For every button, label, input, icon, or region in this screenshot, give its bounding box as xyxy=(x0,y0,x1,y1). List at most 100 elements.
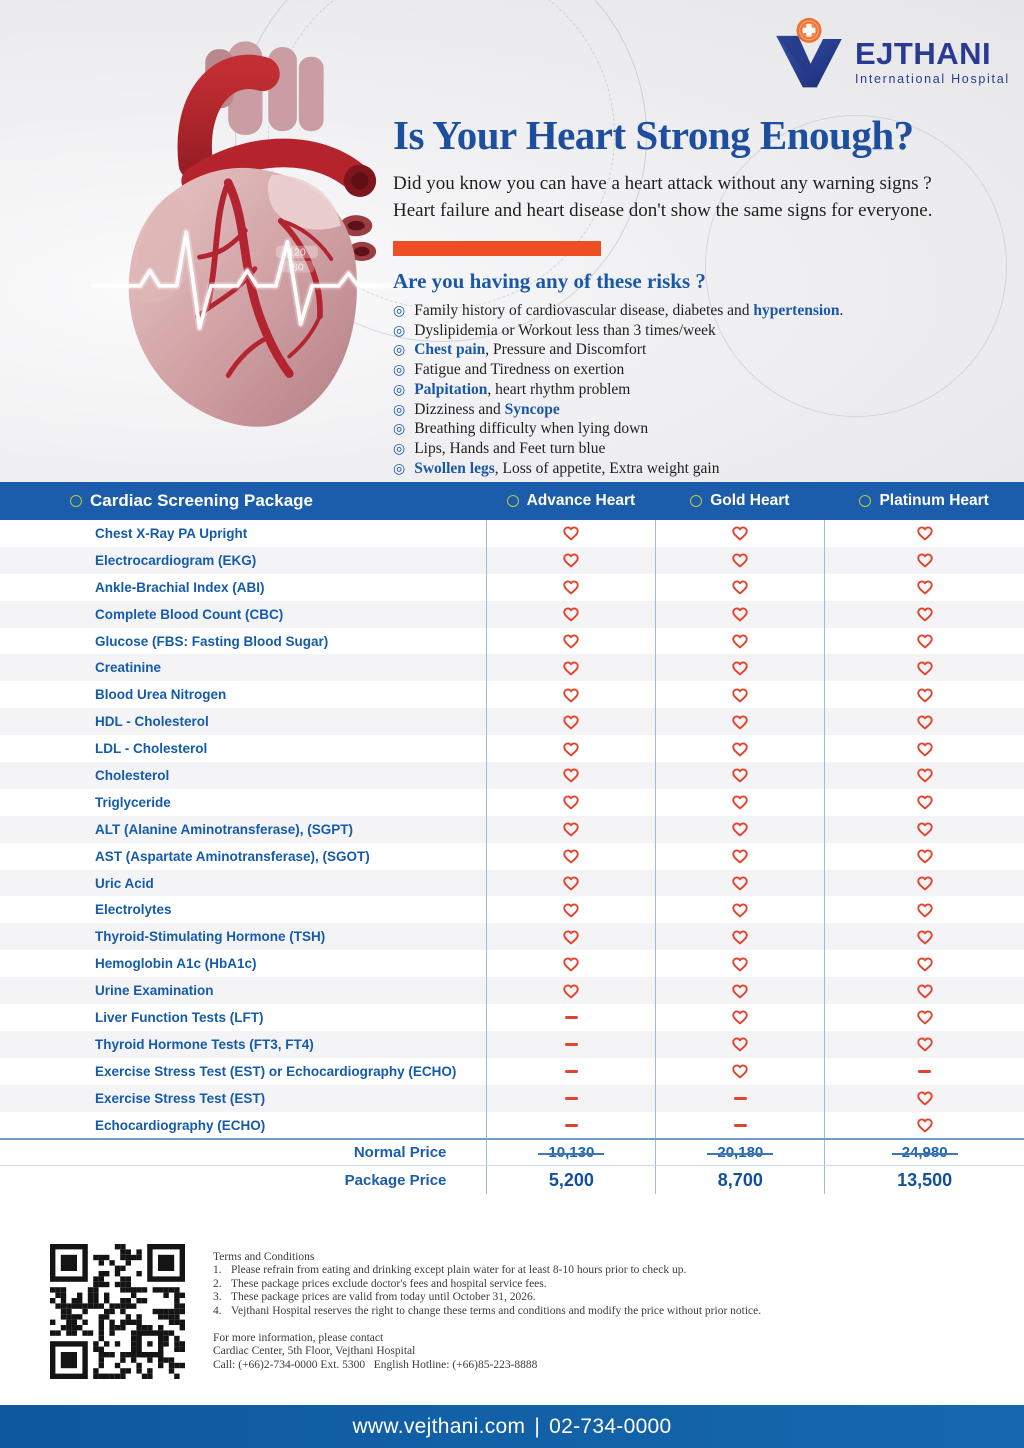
package-cell xyxy=(486,896,655,924)
package-price-row: Package Price 5,200 8,700 13,500 xyxy=(0,1166,1024,1195)
not-included-dash-icon xyxy=(564,1015,578,1019)
terms-item: 1. Please refrain from eating and drinkin… xyxy=(213,1264,903,1277)
column-header-platinum: Platinum Heart xyxy=(824,492,1024,510)
package-price-platinum: 13,500 xyxy=(897,1169,953,1190)
heart-check-icon xyxy=(916,822,933,837)
table-row: LDL - Cholesterol xyxy=(0,735,1024,763)
heart-check-icon xyxy=(732,607,749,622)
heart-check-icon xyxy=(732,795,749,810)
package-cell xyxy=(655,869,824,897)
package-cell xyxy=(486,788,655,816)
package-cell xyxy=(824,1111,1024,1139)
intro-line-1: Did you know you can have a heart attack… xyxy=(393,173,932,195)
heart-check-icon xyxy=(563,742,580,756)
heart-check-icon xyxy=(732,1010,749,1025)
package-cell xyxy=(655,950,824,978)
contact-intro: For more information, please contact xyxy=(213,1332,384,1345)
package-cell xyxy=(486,977,655,1005)
package-cell xyxy=(486,1004,655,1031)
package-cell xyxy=(824,977,1024,1005)
heart-check-icon xyxy=(732,1037,749,1052)
table-row: Urine Examination xyxy=(0,977,1024,1005)
package-cell xyxy=(824,815,1024,843)
terms-item: 4. Vejthani Hospital reserves the right t… xyxy=(213,1305,903,1318)
package-cell xyxy=(824,1004,1024,1031)
package-cell xyxy=(486,842,655,870)
heart-check-icon xyxy=(563,876,580,891)
package-cell xyxy=(655,1084,824,1112)
heart-check-icon xyxy=(732,957,749,972)
table-row: Electrocardiogram (EKG) xyxy=(0,546,1024,574)
target-circle-icon xyxy=(393,342,405,361)
heart-check-icon xyxy=(916,1010,933,1025)
circle-bullet-icon xyxy=(859,495,872,507)
package-cell xyxy=(486,654,655,682)
package-cell xyxy=(824,600,1024,628)
circle-bullet-icon xyxy=(690,495,703,507)
package-cell xyxy=(824,1057,1024,1085)
heart-check-icon xyxy=(732,715,749,730)
package-cell xyxy=(655,923,824,951)
package-cell xyxy=(655,600,824,628)
package-cell xyxy=(655,815,824,843)
normal-price-label: Normal Price xyxy=(353,1144,447,1162)
package-cell xyxy=(486,1057,655,1085)
circle-bullet-icon xyxy=(506,495,519,507)
package-cell xyxy=(655,977,824,1005)
not-included-dash-icon xyxy=(918,1069,932,1073)
heart-check-icon xyxy=(732,580,749,595)
package-cell xyxy=(486,681,655,709)
table-row: Electrolytes xyxy=(0,896,1024,924)
heart-check-icon xyxy=(563,957,580,972)
heart-check-icon xyxy=(732,903,749,918)
package-cell xyxy=(655,654,824,682)
risk-item-text: Lips, Hands and Feet turn blue xyxy=(414,439,606,457)
brand-name: EJTHANI xyxy=(855,36,992,71)
table-row: HDL - Cholesterol xyxy=(0,708,1024,736)
heart-check-icon xyxy=(916,876,933,891)
table-row: Thyroid-Stimulating Hormone (TSH) xyxy=(0,923,1024,951)
package-cell xyxy=(824,681,1024,709)
package-price-gold: 8,700 xyxy=(717,1169,763,1190)
ecg-line xyxy=(90,230,399,330)
target-circle-icon xyxy=(393,382,405,401)
svg-text:120: 120 xyxy=(288,246,306,258)
intro-line-2: Heart failure and heart disease don't sh… xyxy=(393,200,933,222)
svg-text:80: 80 xyxy=(292,262,304,274)
risk-item: Palpitation, heart rhythm problem xyxy=(393,381,1013,401)
package-cell xyxy=(486,762,655,789)
target-circle-icon xyxy=(393,441,405,460)
test-name: ALT (Alanine Aminotransferase), (SGPT) xyxy=(95,821,354,837)
heart-check-icon xyxy=(916,580,933,595)
package-cell xyxy=(486,869,655,897)
heart-check-icon xyxy=(732,526,749,541)
target-circle-icon xyxy=(393,461,405,480)
target-circle-icon xyxy=(393,303,405,322)
normal-price-platinum: 24,980 xyxy=(891,1144,958,1162)
test-name: Uric Acid xyxy=(95,875,154,891)
heart-illustration: 120 80 xyxy=(88,41,400,427)
qr-code xyxy=(50,1244,185,1379)
package-cell xyxy=(655,788,824,816)
test-name: Ankle-Brachial Index (ABI) xyxy=(95,579,265,595)
heart-check-icon xyxy=(732,553,749,568)
table-title: Cardiac Screening Package xyxy=(90,491,314,510)
heart-check-icon xyxy=(563,607,580,622)
heart-check-icon xyxy=(916,1118,933,1133)
package-table: Cardiac Screening Package Advance Heart … xyxy=(0,482,1024,1197)
test-name: HDL - Cholesterol xyxy=(95,714,209,730)
heart-check-icon xyxy=(916,1091,933,1106)
heart-check-icon xyxy=(563,553,580,568)
package-cell xyxy=(824,896,1024,924)
risk-list: Family history of cardiovascular disease… xyxy=(393,302,1013,479)
table-title-cell: Cardiac Screening Package xyxy=(0,491,486,511)
test-name: Glucose (FBS: Fasting Blood Sugar) xyxy=(95,633,329,649)
logo-v-icon xyxy=(776,17,842,88)
package-cell xyxy=(655,708,824,736)
heart-check-icon xyxy=(916,661,933,676)
heart-check-icon xyxy=(732,768,749,783)
package-cell xyxy=(486,1084,655,1112)
package-cell xyxy=(655,842,824,870)
test-name: Cholesterol xyxy=(95,767,170,783)
